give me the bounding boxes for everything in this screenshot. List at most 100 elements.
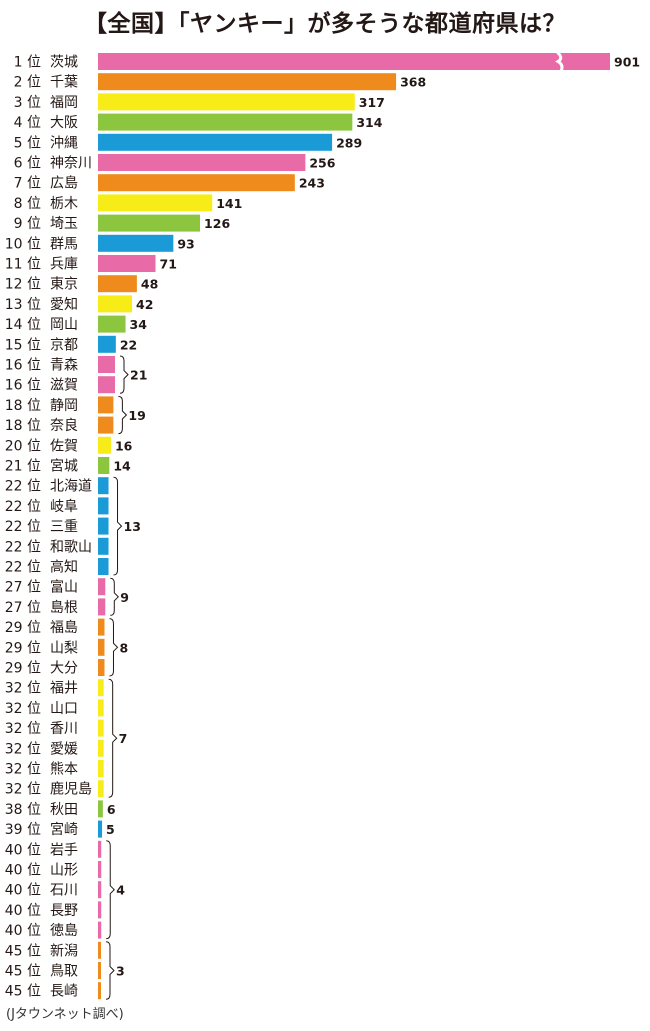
prefecture-label: 東京 — [50, 277, 78, 293]
prefecture-label: 群馬 — [50, 236, 78, 252]
bar — [98, 517, 109, 535]
bar — [98, 356, 116, 373]
rank-label: 16 位 — [5, 358, 41, 374]
bar — [98, 396, 114, 414]
bar — [98, 861, 102, 878]
prefecture-label: 山形 — [50, 863, 78, 879]
prefecture-label: 鹿児島 — [50, 781, 92, 798]
bar — [98, 537, 109, 555]
value-label: 42 — [136, 297, 153, 312]
rank-label: 2 位 — [14, 75, 41, 91]
rank-label: 32 位 — [5, 741, 41, 757]
rank-label: 27 位 — [5, 580, 41, 596]
value-label: 256 — [309, 156, 335, 171]
rank-label: 11 位 — [5, 257, 41, 273]
tie-bracket — [109, 618, 119, 677]
value-label: 21 — [130, 368, 147, 383]
rank-label: 32 位 — [5, 762, 41, 778]
value-label: 5 — [106, 822, 115, 837]
rank-label: 16 位 — [5, 378, 41, 394]
value-label: 6 — [107, 802, 116, 817]
bar — [98, 214, 201, 232]
bar — [98, 840, 102, 858]
bar — [98, 982, 101, 1000]
bar — [98, 901, 102, 919]
value-label: 289 — [336, 135, 362, 150]
bar — [98, 659, 105, 676]
bar — [98, 53, 610, 70]
value-label: 3 — [116, 964, 125, 979]
bar — [98, 638, 105, 656]
rank-label: 40 位 — [5, 923, 41, 939]
bar — [98, 598, 106, 616]
bar — [98, 800, 103, 818]
bar — [98, 780, 104, 798]
prefecture-label: 広島 — [50, 176, 78, 192]
chart-title: 【全国】「ヤンキー」が多そうな都道府県は？ — [84, 11, 566, 37]
prefecture-label: 静岡 — [50, 398, 78, 414]
prefecture-label: 和歌山 — [50, 539, 92, 555]
rank-label: 29 位 — [5, 640, 41, 656]
prefecture-label: 三重 — [50, 519, 78, 535]
rank-label: 32 位 — [5, 701, 41, 717]
prefecture-label: 栃木 — [50, 196, 78, 212]
bar — [98, 941, 101, 959]
tie-bracket — [113, 476, 123, 576]
value-label: 71 — [160, 257, 177, 272]
rank-label: 32 位 — [5, 681, 41, 697]
rank-label: 3 位 — [14, 95, 41, 111]
prefecture-label: 北海道 — [50, 479, 92, 495]
bar — [98, 73, 397, 91]
bar — [98, 416, 114, 434]
prefecture-label: 千葉 — [50, 75, 78, 91]
rank-label: 21 位 — [5, 459, 41, 475]
rank-label: 4 位 — [14, 115, 41, 131]
value-label: 901 — [614, 55, 640, 70]
axis-break-mark — [555, 50, 564, 72]
bar — [98, 497, 109, 515]
value-label: 16 — [115, 438, 133, 453]
rank-label: 45 位 — [5, 943, 41, 959]
rank-label: 1 位 — [14, 55, 41, 71]
rank-label: 13 位 — [5, 297, 41, 313]
bar — [98, 174, 295, 192]
rank-label: 6 位 — [14, 156, 41, 172]
value-label: 19 — [128, 408, 145, 423]
prefecture-label: 愛媛 — [50, 741, 78, 757]
prefecture-label: 福井 — [50, 681, 78, 697]
bar — [98, 699, 104, 717]
value-label: 317 — [359, 95, 385, 110]
prefecture-label: 大阪 — [50, 115, 78, 131]
rank-label: 10 位 — [5, 236, 41, 252]
prefecture-label: 奈良 — [50, 418, 78, 434]
rank-label: 45 位 — [5, 984, 41, 1000]
prefecture-label: 滋賀 — [50, 378, 78, 394]
value-label: 4 — [116, 883, 125, 898]
rank-label: 18 位 — [5, 418, 41, 434]
rank-label: 5 位 — [14, 135, 41, 151]
tie-bracket — [108, 678, 118, 798]
rank-label: 12 位 — [5, 277, 41, 293]
prefecture-label: 徳島 — [50, 923, 78, 939]
bar — [98, 558, 109, 575]
prefecture-label: 宮城 — [50, 459, 78, 475]
bar — [98, 760, 104, 777]
prefecture-label: 岡山 — [50, 317, 78, 333]
bar — [98, 679, 104, 697]
prefecture-label: 宮崎 — [50, 822, 78, 838]
bar — [98, 376, 116, 394]
rank-label: 20 位 — [5, 438, 41, 454]
rank-label: 22 位 — [5, 560, 41, 576]
tie-bracket — [110, 577, 119, 616]
value-label: 243 — [299, 176, 325, 191]
prefecture-label: 山梨 — [50, 640, 78, 656]
value-label: 34 — [130, 317, 148, 332]
value-label: 141 — [216, 196, 242, 211]
prefecture-label: 高知 — [50, 559, 78, 576]
bar — [98, 255, 156, 272]
rank-label: 39 位 — [5, 822, 41, 838]
prefecture-label: 沖縄 — [50, 135, 78, 151]
prefecture-label: 長野 — [50, 903, 78, 919]
rank-label: 22 位 — [5, 519, 41, 535]
bar — [98, 820, 103, 838]
